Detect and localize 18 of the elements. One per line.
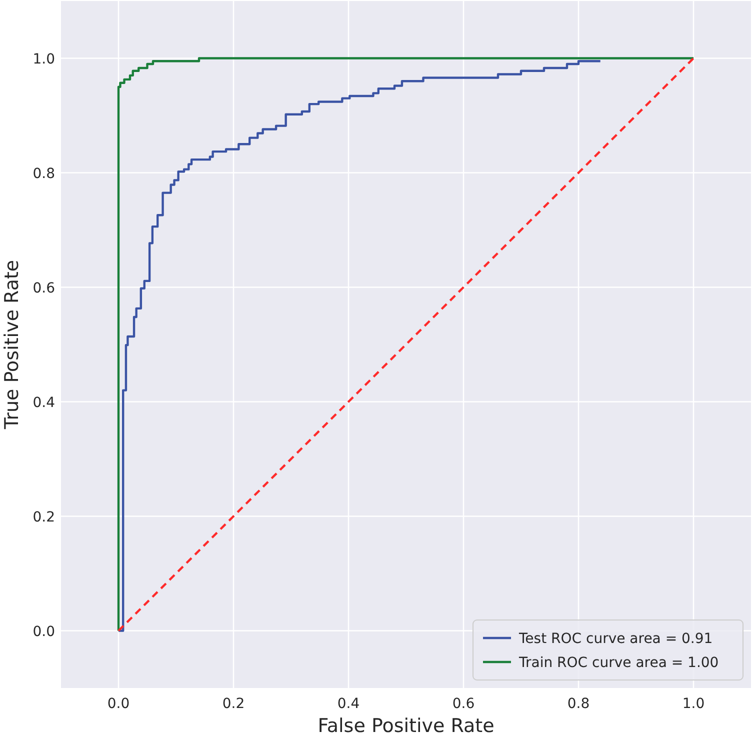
- y-tick-label: 0.2: [32, 509, 55, 526]
- x-tick-label: 1.0: [682, 696, 705, 712]
- x-axis-title: False Positive Rate: [318, 715, 494, 737]
- x-tick-label: 0.0: [107, 696, 130, 712]
- x-tick-label: 0.6: [452, 696, 475, 712]
- legend-label: Test ROC curve area = 0.91: [518, 631, 713, 647]
- line-series: [117, 60, 602, 632]
- y-axis-title: True Positive Rate: [1, 260, 23, 430]
- x-tick-label: 0.4: [337, 696, 360, 712]
- legend-label: Train ROC curve area = 1.00: [518, 655, 719, 671]
- y-tick-label: 0.0: [32, 624, 55, 640]
- y-tick-label: 1.0: [32, 51, 55, 68]
- x-tick-label: 0.2: [222, 696, 245, 712]
- y-tick-label: 0.4: [32, 394, 56, 411]
- y-tick-label: 0.6: [32, 280, 56, 296]
- line-series: [117, 57, 695, 632]
- y-tick-label: 0.8: [32, 166, 55, 182]
- x-tick-label: 0.8: [567, 696, 590, 712]
